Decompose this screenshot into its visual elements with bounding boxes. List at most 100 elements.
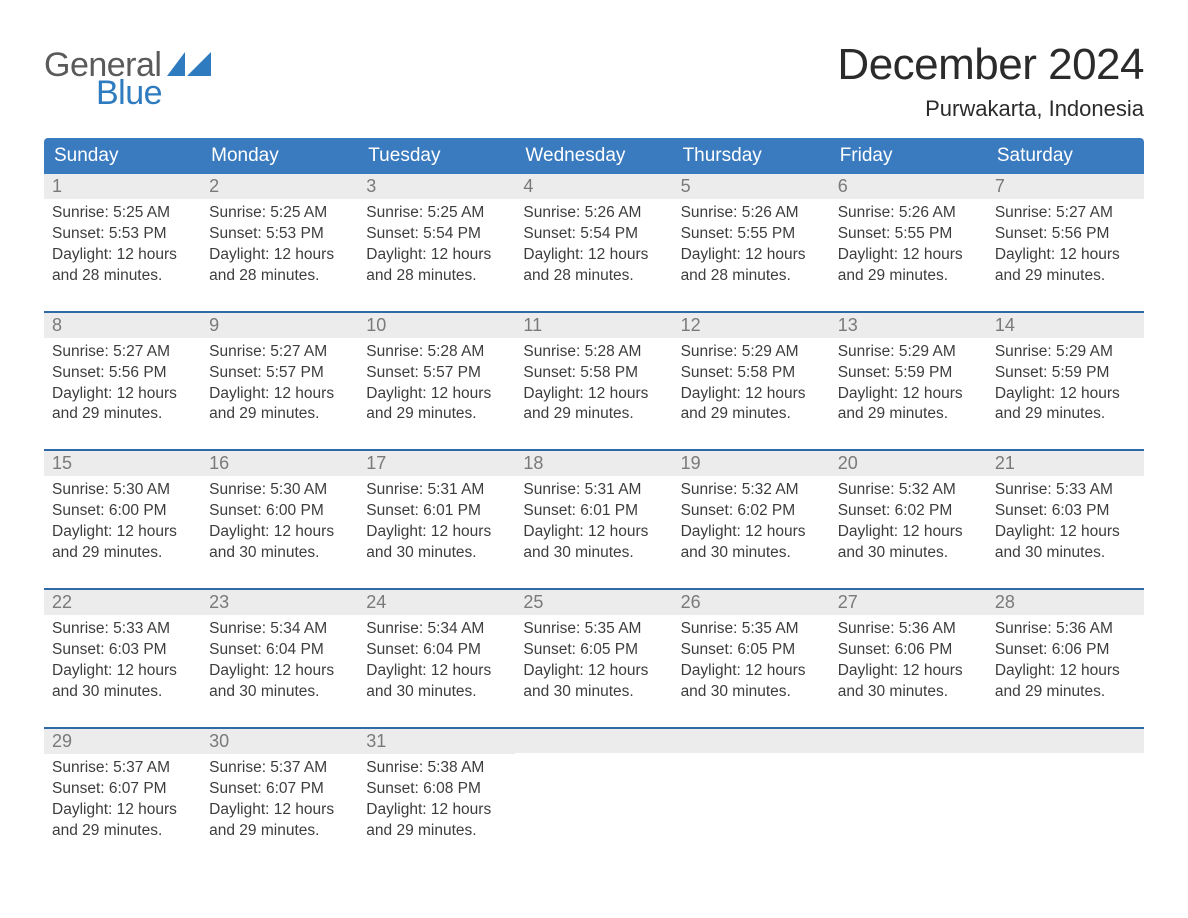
sunrise-line: Sunrise: 5:32 AM <box>838 480 979 501</box>
sunrise-line: Sunrise: 5:35 AM <box>523 619 664 640</box>
day-cell: 24Sunrise: 5:34 AMSunset: 6:04 PMDayligh… <box>358 590 515 703</box>
daylight-line: Daylight: 12 hours and 29 minutes. <box>681 384 822 426</box>
sunset-line: Sunset: 5:59 PM <box>995 363 1136 384</box>
week-row: 29Sunrise: 5:37 AMSunset: 6:07 PMDayligh… <box>44 727 1144 842</box>
day-body: Sunrise: 5:25 AMSunset: 5:53 PMDaylight:… <box>201 199 358 287</box>
sunrise-line: Sunrise: 5:30 AM <box>52 480 193 501</box>
day-body: Sunrise: 5:36 AMSunset: 6:06 PMDaylight:… <box>987 615 1144 703</box>
day-body: Sunrise: 5:25 AMSunset: 5:53 PMDaylight:… <box>44 199 201 287</box>
sunrise-line: Sunrise: 5:25 AM <box>52 203 193 224</box>
day-number-row: 24 <box>358 590 515 615</box>
sunrise-line: Sunrise: 5:30 AM <box>209 480 350 501</box>
day-number: 9 <box>209 315 219 335</box>
day-cell <box>673 729 830 842</box>
day-cell: 26Sunrise: 5:35 AMSunset: 6:05 PMDayligh… <box>673 590 830 703</box>
day-cell: 8Sunrise: 5:27 AMSunset: 5:56 PMDaylight… <box>44 313 201 426</box>
daylight-line: Daylight: 12 hours and 30 minutes. <box>523 522 664 564</box>
calendar-grid: SundayMondayTuesdayWednesdayThursdayFrid… <box>44 138 1144 841</box>
day-body: Sunrise: 5:31 AMSunset: 6:01 PMDaylight:… <box>515 476 672 564</box>
daylight-line: Daylight: 12 hours and 30 minutes. <box>209 522 350 564</box>
sunset-line: Sunset: 6:04 PM <box>209 640 350 661</box>
day-number-row <box>830 729 987 753</box>
column-header: Monday <box>201 138 358 174</box>
day-body: Sunrise: 5:28 AMSunset: 5:57 PMDaylight:… <box>358 338 515 426</box>
sunrise-line: Sunrise: 5:38 AM <box>366 758 507 779</box>
day-number-row: 9 <box>201 313 358 338</box>
sunset-line: Sunset: 5:56 PM <box>995 224 1136 245</box>
day-number: 11 <box>523 315 542 335</box>
day-number: 31 <box>366 731 386 751</box>
sunset-line: Sunset: 6:05 PM <box>681 640 822 661</box>
day-body: Sunrise: 5:25 AMSunset: 5:54 PMDaylight:… <box>358 199 515 287</box>
sunset-line: Sunset: 5:56 PM <box>52 363 193 384</box>
day-cell: 25Sunrise: 5:35 AMSunset: 6:05 PMDayligh… <box>515 590 672 703</box>
logo: General Blue <box>44 48 211 110</box>
day-number: 29 <box>52 731 72 751</box>
daylight-line: Daylight: 12 hours and 29 minutes. <box>995 384 1136 426</box>
day-body: Sunrise: 5:27 AMSunset: 5:56 PMDaylight:… <box>44 338 201 426</box>
day-number-row: 26 <box>673 590 830 615</box>
daylight-line: Daylight: 12 hours and 29 minutes. <box>366 384 507 426</box>
day-body: Sunrise: 5:34 AMSunset: 6:04 PMDaylight:… <box>358 615 515 703</box>
day-number-row <box>987 729 1144 753</box>
sunrise-line: Sunrise: 5:31 AM <box>523 480 664 501</box>
sunset-line: Sunset: 5:53 PM <box>209 224 350 245</box>
day-cell: 11Sunrise: 5:28 AMSunset: 5:58 PMDayligh… <box>515 313 672 426</box>
day-cell: 23Sunrise: 5:34 AMSunset: 6:04 PMDayligh… <box>201 590 358 703</box>
day-cell: 17Sunrise: 5:31 AMSunset: 6:01 PMDayligh… <box>358 451 515 564</box>
day-number-row: 8 <box>44 313 201 338</box>
sunset-line: Sunset: 5:54 PM <box>366 224 507 245</box>
day-number: 22 <box>52 592 72 612</box>
sunset-line: Sunset: 6:04 PM <box>366 640 507 661</box>
day-cell: 19Sunrise: 5:32 AMSunset: 6:02 PMDayligh… <box>673 451 830 564</box>
day-number-row: 1 <box>44 174 201 199</box>
daylight-line: Daylight: 12 hours and 30 minutes. <box>995 522 1136 564</box>
sunrise-line: Sunrise: 5:25 AM <box>209 203 350 224</box>
weeks-container: 1Sunrise: 5:25 AMSunset: 5:53 PMDaylight… <box>44 174 1144 841</box>
column-header: Friday <box>830 138 987 174</box>
daylight-line: Daylight: 12 hours and 29 minutes. <box>366 800 507 842</box>
daylight-line: Daylight: 12 hours and 29 minutes. <box>995 245 1136 287</box>
day-number: 10 <box>366 315 386 335</box>
day-number: 5 <box>681 176 691 196</box>
day-number: 13 <box>838 315 858 335</box>
day-number: 18 <box>523 453 543 473</box>
sunrise-line: Sunrise: 5:37 AM <box>52 758 193 779</box>
daylight-line: Daylight: 12 hours and 29 minutes. <box>52 800 193 842</box>
day-number-row <box>515 729 672 753</box>
day-body: Sunrise: 5:26 AMSunset: 5:54 PMDaylight:… <box>515 199 672 287</box>
day-number-row: 18 <box>515 451 672 476</box>
calendar-page: General Blue December 2024 Purwakarta, I… <box>0 0 1188 881</box>
sunset-line: Sunset: 5:59 PM <box>838 363 979 384</box>
column-header: Saturday <box>987 138 1144 174</box>
sunset-line: Sunset: 6:07 PM <box>209 779 350 800</box>
day-cell: 14Sunrise: 5:29 AMSunset: 5:59 PMDayligh… <box>987 313 1144 426</box>
day-number-row <box>673 729 830 753</box>
day-cell: 2Sunrise: 5:25 AMSunset: 5:53 PMDaylight… <box>201 174 358 287</box>
daylight-line: Daylight: 12 hours and 30 minutes. <box>681 661 822 703</box>
day-body: Sunrise: 5:29 AMSunset: 5:58 PMDaylight:… <box>673 338 830 426</box>
day-number: 3 <box>366 176 376 196</box>
day-number: 21 <box>995 453 1015 473</box>
day-number: 25 <box>523 592 543 612</box>
sunset-line: Sunset: 5:55 PM <box>838 224 979 245</box>
sunset-line: Sunset: 6:07 PM <box>52 779 193 800</box>
day-number-row: 7 <box>987 174 1144 199</box>
sunrise-line: Sunrise: 5:27 AM <box>995 203 1136 224</box>
day-body: Sunrise: 5:31 AMSunset: 6:01 PMDaylight:… <box>358 476 515 564</box>
day-cell: 16Sunrise: 5:30 AMSunset: 6:00 PMDayligh… <box>201 451 358 564</box>
sunset-line: Sunset: 6:02 PM <box>681 501 822 522</box>
sunrise-line: Sunrise: 5:29 AM <box>681 342 822 363</box>
day-body: Sunrise: 5:37 AMSunset: 6:07 PMDaylight:… <box>44 754 201 842</box>
day-number-row: 5 <box>673 174 830 199</box>
daylight-line: Daylight: 12 hours and 28 minutes. <box>209 245 350 287</box>
daylight-line: Daylight: 12 hours and 30 minutes. <box>838 522 979 564</box>
day-cell: 3 Sunrise: 5:25 AMSunset: 5:54 PMDaylight… <box>358 174 515 287</box>
calendar-header-row: SundayMondayTuesdayWednesdayThursdayFrid… <box>44 138 1144 174</box>
column-header: Thursday <box>673 138 830 174</box>
day-number-row: 3 <box>358 174 515 199</box>
day-number-row: 28 <box>987 590 1144 615</box>
day-number: 26 <box>681 592 701 612</box>
sunset-line: Sunset: 6:01 PM <box>523 501 664 522</box>
day-number: 16 <box>209 453 229 473</box>
